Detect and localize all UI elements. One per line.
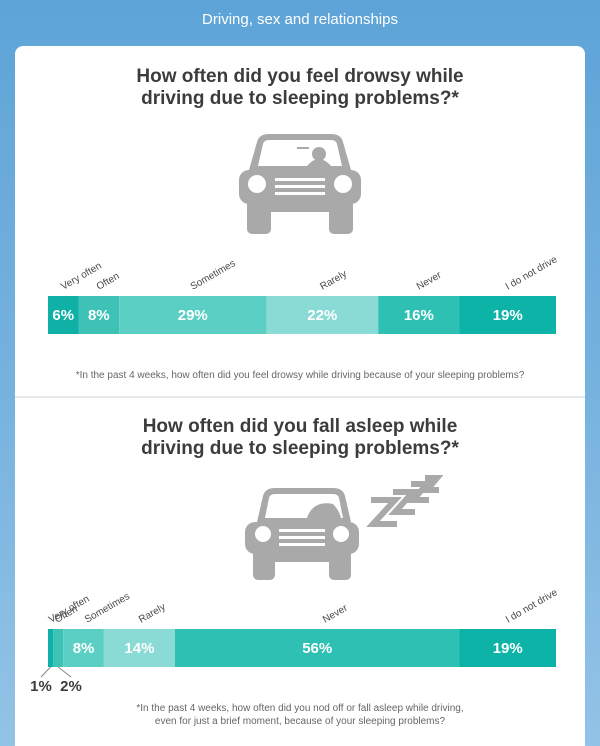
chart2-category-label: I do not drive bbox=[504, 587, 560, 626]
chart1-category-label: Often bbox=[95, 271, 122, 293]
chart2-value-label: 14% bbox=[124, 640, 154, 657]
chart1-category-label: I do not drive bbox=[504, 254, 560, 293]
chart1-value-label: 19% bbox=[493, 307, 523, 324]
chart1-bar-4 bbox=[378, 296, 460, 334]
chart2-value-label: 56% bbox=[302, 640, 332, 657]
chart1-footnote-line1: *In the past 4 weeks, how often did you … bbox=[75, 370, 525, 381]
chart2-title-line1: How often did you fall asleep while bbox=[142, 416, 458, 437]
chart2-leader-line bbox=[40, 666, 51, 678]
chart1-bar-3 bbox=[266, 296, 379, 334]
chart2-value-label: 1% bbox=[30, 678, 52, 695]
chart1-footnote: *In the past 4 weeks, how often did you … bbox=[15, 369, 585, 382]
chart2-bar-4 bbox=[175, 629, 460, 667]
chart1-stacked-bar: Very often6%Often8%Sometimes29%Rarely22%… bbox=[48, 254, 560, 334]
chart2-bar-3 bbox=[103, 629, 175, 667]
chart1-value-label: 6% bbox=[52, 307, 74, 324]
drowsy-car-icon bbox=[239, 134, 361, 234]
chart1-bar-5 bbox=[459, 296, 556, 334]
chart1-category-label: Sometimes bbox=[189, 258, 238, 293]
chart2-bar-2 bbox=[63, 629, 104, 667]
chart1-bar-0 bbox=[48, 296, 79, 334]
chart1-value-label: 22% bbox=[307, 307, 337, 324]
chart1-category-label: Never bbox=[415, 269, 444, 292]
chart1-value-label: 16% bbox=[404, 307, 434, 324]
chart1-title: How often did you feel drowsy while driv… bbox=[15, 66, 585, 110]
chart2-category-label: Never bbox=[321, 602, 350, 625]
chart2-title-line2: driving due to sleeping problems?* bbox=[141, 438, 459, 459]
content-card: How often did you feel drowsy while driv… bbox=[15, 46, 585, 746]
chart2-bar-5 bbox=[459, 629, 556, 667]
chart2-value-label: 19% bbox=[493, 640, 523, 657]
chart2-stacked-bar: Very often1%Often2%Sometimes8%Rarely14%N… bbox=[30, 587, 560, 695]
page-header: Driving, sex and relationships bbox=[202, 11, 398, 28]
chart2-bar-0 bbox=[48, 629, 54, 667]
chart2-value-label: 8% bbox=[73, 640, 95, 657]
chart2-value-label: 2% bbox=[60, 678, 82, 695]
chart1-value-label: 29% bbox=[178, 307, 208, 324]
chart2-leader-line bbox=[57, 666, 72, 678]
chart1-title-line1: How often did you feel drowsy while bbox=[136, 66, 464, 87]
chart2-category-label: Rarely bbox=[137, 602, 168, 626]
chart1-bar-2 bbox=[119, 296, 267, 334]
chart2-title: How often did you fall asleep while driv… bbox=[15, 416, 585, 460]
sleeping-car-icon bbox=[245, 475, 443, 580]
chart1-title-line2: driving due to sleeping problems?* bbox=[141, 88, 459, 109]
chart2-category-label: Sometimes bbox=[83, 591, 132, 626]
section-divider bbox=[15, 396, 585, 398]
chart2-footnote: *In the past 4 weeks, how often did you … bbox=[15, 702, 585, 728]
chart1-category-label: Rarely bbox=[318, 269, 349, 293]
chart2-bar-1 bbox=[53, 629, 64, 667]
chart1-bar-1 bbox=[78, 296, 120, 334]
chart2-footnote-line2: even for just a brief moment, because of… bbox=[154, 716, 446, 727]
chart2-footnote-line1: *In the past 4 weeks, how often did you … bbox=[136, 703, 464, 714]
chart1-value-label: 8% bbox=[88, 307, 110, 324]
